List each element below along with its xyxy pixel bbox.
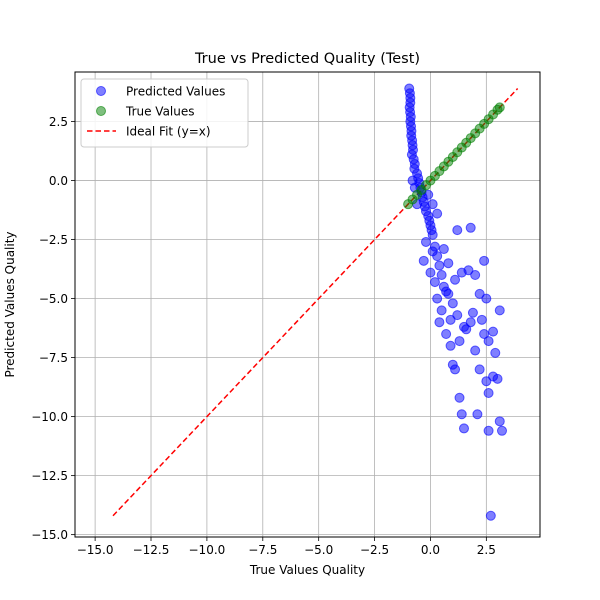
x-tick-label: −12.5 bbox=[133, 543, 170, 557]
predicted-point bbox=[485, 510, 496, 521]
x-tick-label: −15.0 bbox=[77, 543, 114, 557]
predicted-point bbox=[472, 409, 483, 420]
predicted-point bbox=[483, 425, 494, 436]
predicted-point bbox=[427, 199, 438, 210]
y-tick-label: −15.0 bbox=[31, 528, 68, 542]
ideal-fit-line bbox=[112, 88, 519, 517]
y-tick-label: −5.0 bbox=[39, 292, 68, 306]
predicted-point bbox=[465, 317, 476, 328]
legend-label-ideal: Ideal Fit (y=x) bbox=[126, 125, 211, 139]
y-axis-title: Predicted Values Quality bbox=[3, 231, 17, 377]
predicted-point bbox=[481, 293, 492, 304]
predicted-point bbox=[479, 255, 490, 266]
axes-frame bbox=[74, 71, 541, 538]
predicted-point bbox=[441, 329, 452, 340]
x-axis-title: True Values Quality bbox=[249, 563, 365, 577]
predicted-point bbox=[470, 269, 481, 280]
true-point bbox=[494, 102, 505, 113]
y-tick-label: −12.5 bbox=[31, 469, 68, 483]
predicted-point bbox=[445, 340, 456, 351]
predicted-point bbox=[454, 336, 465, 347]
predicted-point bbox=[447, 298, 458, 309]
predicted-point bbox=[465, 222, 476, 233]
predicted-point bbox=[429, 277, 440, 288]
x-tick-label: −2.5 bbox=[360, 543, 389, 557]
x-tick-label: −7.5 bbox=[248, 543, 277, 557]
x-axis: −15.0 −12.5 −10.0 −7.5 −5.0 −2.5 0.0 2.5 bbox=[77, 537, 496, 557]
x-tick-label: 2.5 bbox=[477, 543, 496, 557]
y-tick-label: 2.5 bbox=[49, 115, 68, 129]
x-tick-label: −10.0 bbox=[189, 543, 226, 557]
x-tick-label: −5.0 bbox=[304, 543, 333, 557]
legend-marker-predicted bbox=[96, 86, 106, 96]
predicted-point bbox=[450, 364, 461, 375]
predicted-point bbox=[496, 425, 507, 436]
predicted-point bbox=[436, 269, 447, 280]
predicted-point bbox=[479, 329, 490, 340]
predicted-point bbox=[452, 225, 463, 236]
predicted-point bbox=[474, 364, 485, 375]
legend: Predicted Values True Values Ideal Fit (… bbox=[80, 78, 249, 148]
predicted-point bbox=[483, 388, 494, 399]
predicted-point bbox=[420, 236, 431, 247]
predicted-point bbox=[425, 267, 436, 278]
predicted-point bbox=[418, 255, 429, 266]
chart-title: True vs Predicted Quality (Test) bbox=[194, 51, 420, 67]
predicted-point bbox=[427, 229, 438, 240]
predicted-point bbox=[445, 314, 456, 325]
predicted-point bbox=[483, 336, 494, 347]
predicted-point bbox=[476, 314, 487, 325]
y-axis: −15.0 −12.5 −10.0 −7.5 −5.0 −2.5 0.0 2.5 bbox=[31, 115, 75, 542]
predicted-point bbox=[438, 244, 449, 255]
predicted-point bbox=[450, 274, 461, 285]
predicted-point bbox=[467, 307, 478, 318]
legend-label-predicted: Predicted Values bbox=[126, 85, 225, 99]
predicted-point bbox=[492, 373, 503, 384]
predicted-point bbox=[423, 189, 434, 200]
predicted-point bbox=[432, 293, 443, 304]
predicted-point bbox=[432, 208, 443, 219]
legend-label-true: True Values bbox=[125, 105, 195, 119]
ideal-fit-series bbox=[112, 88, 519, 517]
y-tick-label: −2.5 bbox=[39, 233, 68, 247]
predicted-point bbox=[432, 251, 443, 262]
predicted-point bbox=[494, 416, 505, 427]
predicted-point bbox=[494, 305, 505, 316]
predicted-point bbox=[481, 376, 492, 387]
predicted-point bbox=[456, 267, 467, 278]
legend-marker-true bbox=[96, 106, 106, 116]
plot-area bbox=[112, 83, 519, 521]
predicted-point bbox=[470, 345, 481, 356]
true-values-series bbox=[403, 102, 505, 210]
predicted-point bbox=[454, 392, 465, 403]
predicted-values-series bbox=[404, 83, 507, 521]
predicted-point bbox=[434, 317, 445, 328]
predicted-point bbox=[488, 326, 499, 337]
legend-box bbox=[80, 78, 249, 148]
predicted-point bbox=[474, 288, 485, 299]
y-tick-label: 0.0 bbox=[49, 174, 68, 188]
predicted-point bbox=[441, 286, 452, 297]
x-tick-label: 0.0 bbox=[421, 543, 440, 557]
predicted-point bbox=[456, 409, 467, 420]
y-tick-label: −7.5 bbox=[39, 351, 68, 365]
predicted-point bbox=[461, 324, 472, 335]
predicted-point bbox=[458, 423, 469, 434]
y-tick-label: −10.0 bbox=[31, 410, 68, 424]
predicted-point bbox=[436, 305, 447, 316]
predicted-point bbox=[434, 260, 445, 271]
predicted-point bbox=[490, 347, 501, 358]
predicted-point bbox=[452, 310, 463, 321]
predicted-point bbox=[443, 258, 454, 269]
